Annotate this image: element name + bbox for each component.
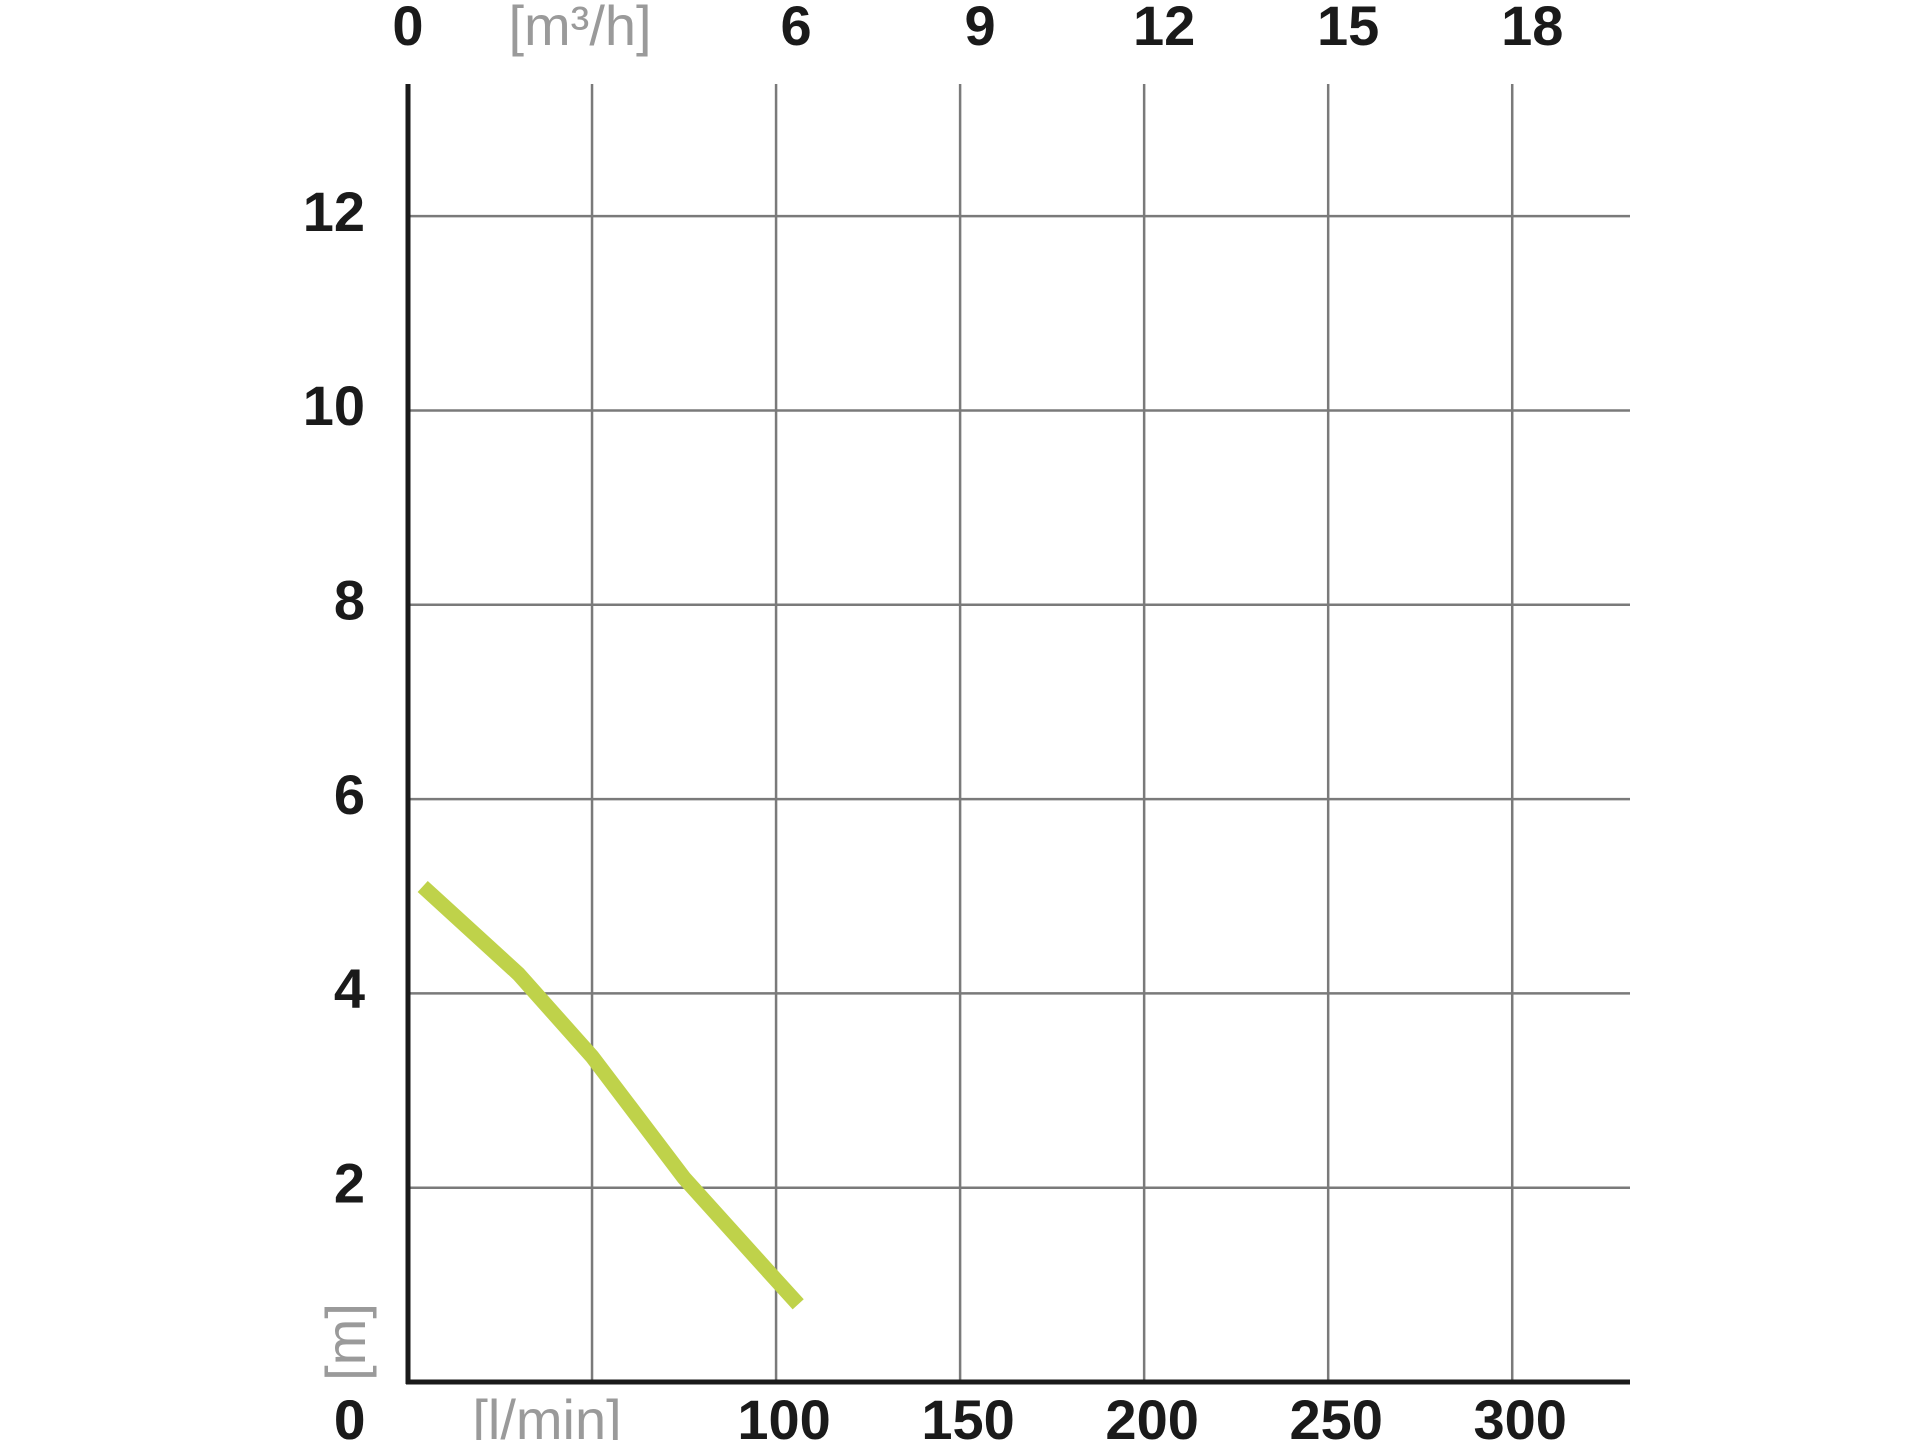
x2-tick-label: 0 [392,0,423,57]
y-tick-label: 8 [334,569,365,632]
y-tick-label: 12 [303,180,365,243]
x2-tick-label: 12 [1133,0,1195,57]
x2-tick-label: 6 [780,0,811,57]
y-tick-label: 0 [334,1388,365,1440]
x2-tick-label: 9 [965,0,996,57]
x-tick-label: [l/min] [472,1388,621,1440]
pump-curve [417,880,804,1310]
x-tick-label: 100 [737,1388,830,1440]
x2-tick-label: 15 [1317,0,1379,57]
x-tick-label: 250 [1289,1388,1382,1440]
x-tick-label: 300 [1473,1388,1566,1440]
y-tick-label: 6 [334,763,365,826]
x-tick-label: 200 [1105,1388,1198,1440]
x-tick-label: 150 [921,1388,1014,1440]
x2-tick-label: 18 [1501,0,1563,57]
y-axis-label: [m] [314,1303,377,1381]
y-tick-label: 2 [334,1151,365,1214]
x2-tick-label: [m³/h] [508,0,651,57]
y-tick-label: 10 [303,374,365,437]
x-tick-label: 0 [334,1388,365,1440]
y-tick-label: 4 [334,957,365,1020]
